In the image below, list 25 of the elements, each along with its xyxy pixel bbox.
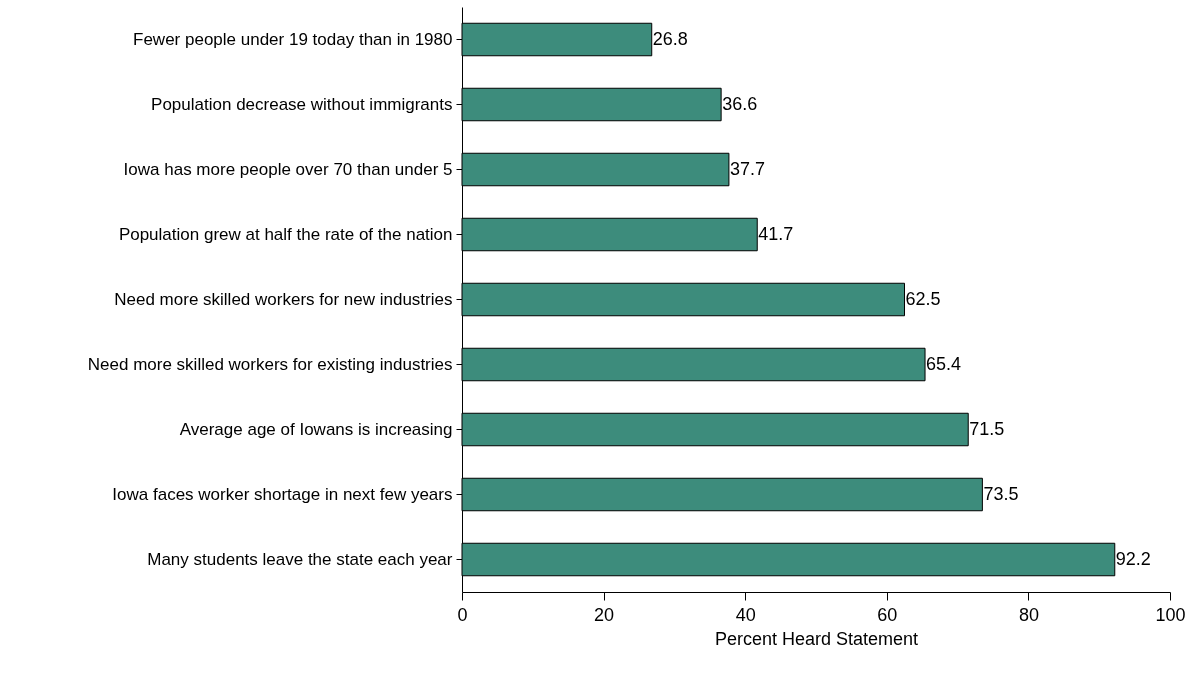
y-tick-label: Fewer people under 19 today than in 1980 xyxy=(133,29,453,49)
data-label: 62.5 xyxy=(905,288,941,309)
y-tick-label: Need more skilled workers for existing industries xyxy=(87,354,453,374)
data-label: 65.4 xyxy=(926,353,962,374)
y-tick-label: Average age of Iowans is increasing xyxy=(179,419,453,439)
x-tick-label: 20 xyxy=(594,604,615,625)
x-tick-label: 100 xyxy=(1155,604,1186,625)
data-label: 26.8 xyxy=(652,28,688,49)
y-tick-label: Many students leave the state each year xyxy=(147,549,453,569)
x-tick-label: 60 xyxy=(877,604,898,625)
y-tick-label: Iowa faces worker shortage in next few years xyxy=(112,484,453,504)
data-label: 41.7 xyxy=(758,223,794,244)
x-axis-title: Percent Heard Statement xyxy=(714,628,919,649)
data-label: 92.2 xyxy=(1115,548,1151,569)
x-tick-label: 0 xyxy=(457,604,468,625)
data-label: 71.5 xyxy=(969,418,1005,439)
y-tick-label: Population grew at half the rate of the nation xyxy=(118,224,453,244)
x-tick-label: 40 xyxy=(735,604,756,625)
data-label: 36.6 xyxy=(722,93,758,114)
data-label: 73.5 xyxy=(983,483,1019,504)
y-tick-label: Population decrease without immigrants xyxy=(151,94,453,114)
data-label: 37.7 xyxy=(729,158,765,179)
y-tick-label: Iowa has more people over 70 than under 5 xyxy=(123,159,453,179)
x-tick-label: 80 xyxy=(1018,604,1039,625)
y-tick-label: Need more skilled workers for new industries xyxy=(114,289,453,309)
